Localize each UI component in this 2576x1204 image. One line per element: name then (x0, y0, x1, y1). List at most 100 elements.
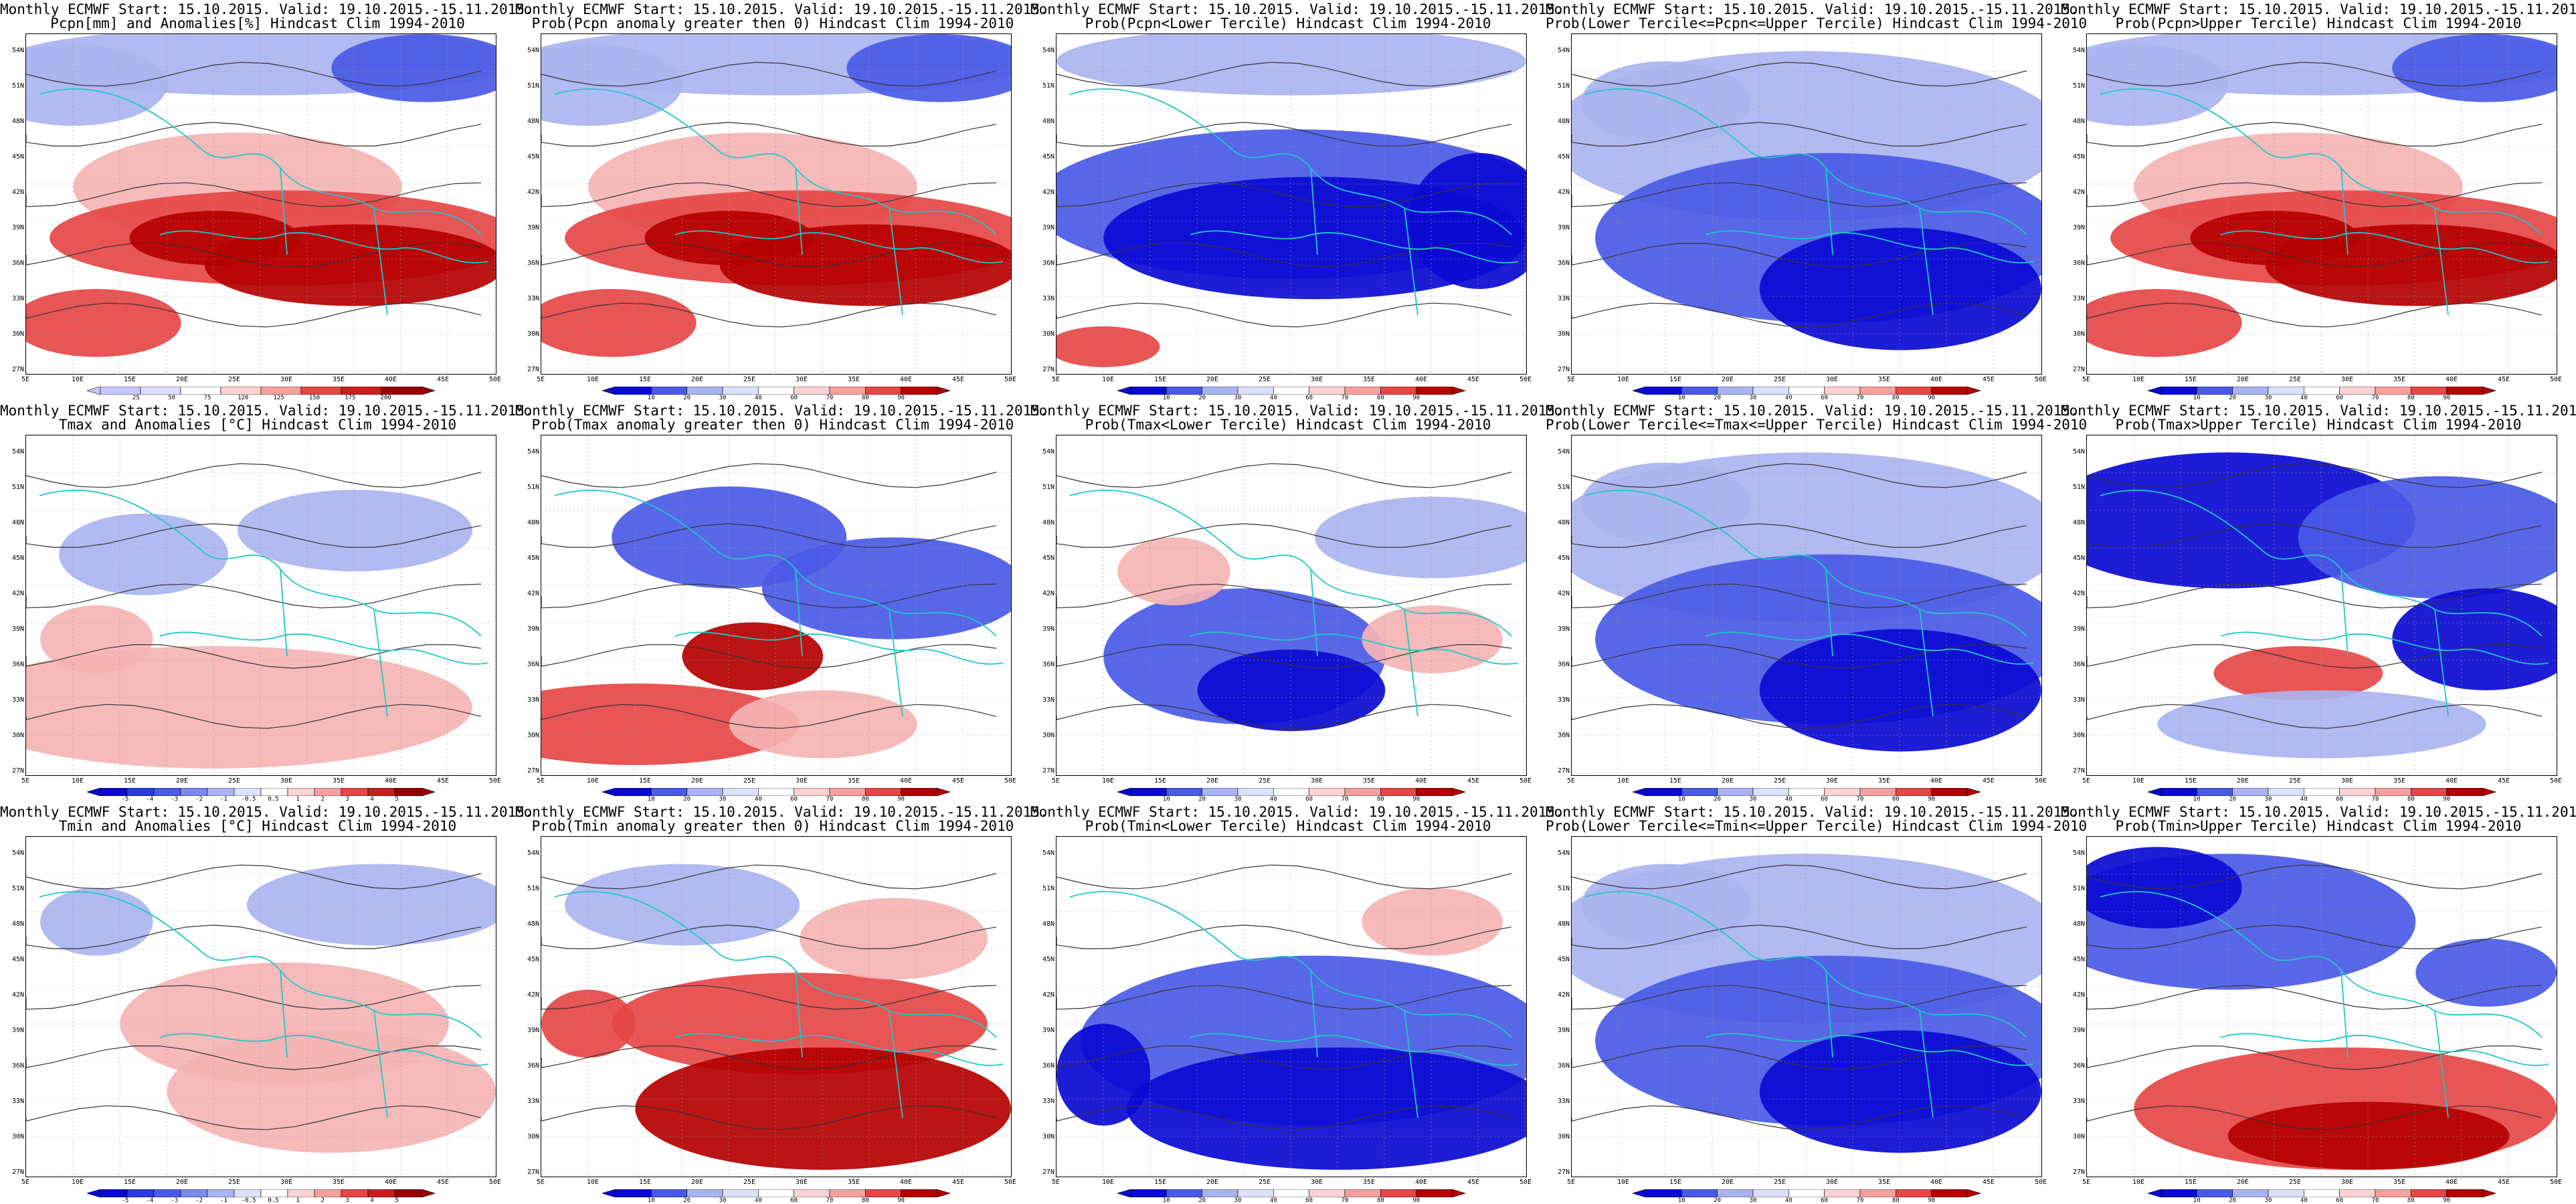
forecast-map (1056, 435, 1527, 776)
latitude-label: 30N (2072, 1133, 2085, 1140)
panel-title-line2: Prob(Lower Tercile<=Pcpn<=Upper Tercile)… (1546, 15, 2088, 31)
longitude-label: 50E (2549, 1179, 2563, 1186)
panel-title-line1: Monthly ECMWF Start: 15.10.2015. Valid: … (2061, 804, 2576, 820)
latitude-label: 27N (1042, 1169, 1054, 1176)
longitude-label: 50E (1004, 376, 1017, 383)
colorbar-tick-label: 10 (2193, 395, 2201, 401)
longitude-label: 15E (1154, 777, 1167, 785)
colorbar-tick-label: 40 (754, 395, 762, 401)
latitude-label: 39N (11, 625, 24, 633)
panel-title-line2: Prob(Tmax anomaly greater then 0) Hindca… (531, 417, 1014, 433)
longitude-label: 10E (586, 777, 600, 785)
map-panel: Monthly ECMWF Start: 15.10.2015. Valid: … (1030, 803, 1564, 1204)
longitude-label: 30E (1825, 777, 1839, 785)
latitude-label: 48N (1042, 519, 1054, 526)
colorbar-tick-label: 70 (1856, 395, 1864, 401)
colorbar (87, 788, 435, 796)
longitude-label: 25E (227, 1179, 241, 1186)
longitude-label: 35E (847, 376, 860, 383)
forecast-map (25, 435, 496, 776)
forecast-map (1571, 33, 2042, 375)
longitude-label: 50E (2549, 777, 2563, 785)
forecast-map (541, 33, 1012, 375)
colorbar-tick-label: 70 (1856, 1197, 1864, 1204)
colorbar-tick-label: 200 (380, 395, 391, 401)
contour-line (1056, 985, 1512, 1010)
contour-line (26, 523, 482, 548)
map-panel: Monthly ECMWF Start: 15.10.2015. Valid: … (0, 803, 533, 1204)
latitude-label: 42N (1557, 590, 1570, 597)
latitude-label: 30N (1042, 732, 1054, 739)
longitude-label: 45E (2497, 376, 2510, 383)
colorbar-labels: 10 20 30 40 60 70 80 90 (1633, 395, 1981, 401)
longitude-label: 35E (1877, 1179, 1891, 1186)
contour-line (26, 924, 482, 949)
colorbar-tick-label: 90 (1412, 796, 1420, 803)
longitude-label: 40E (1414, 376, 1428, 383)
longitude-label: 40E (899, 376, 913, 383)
coastline (2100, 88, 2549, 316)
colorbar-labels: 10 20 30 40 60 70 80 90 (602, 395, 950, 401)
longitude-label: 50E (488, 1179, 502, 1186)
latitude-label: 42N (527, 991, 539, 999)
latitude-label: 42N (1557, 189, 1570, 196)
colorbar-labels: 10 20 30 40 60 70 80 90 (2148, 395, 2496, 401)
colorbar (602, 788, 950, 796)
longitude-label: 20E (175, 1179, 189, 1186)
latitude-label: 36N (11, 260, 24, 267)
longitude-label: 40E (384, 777, 397, 785)
colorbar (1117, 1189, 1465, 1197)
colorbar-tick-label: 10 (1162, 796, 1170, 803)
colorbar-tick-label: 4 (370, 796, 374, 803)
colorbar-tick-label: 20 (683, 796, 691, 803)
contour-line (1572, 985, 2027, 1010)
contour-line (1572, 583, 2027, 609)
longitude-label: 25E (2288, 1179, 2302, 1186)
colorbar-tick-label: 40 (2300, 1197, 2308, 1204)
latitude-label: 51N (11, 885, 24, 892)
colorbar-tick-label: -2 (195, 1197, 203, 1204)
colorbar-tick-label: -5 (121, 1197, 129, 1204)
colorbar-tick-label: 20 (2229, 395, 2237, 401)
colorbar-tick-label: 20 (683, 1197, 691, 1204)
longitude-label: 5E (536, 777, 545, 785)
latitude-label: 54N (11, 47, 24, 54)
longitude-label: 25E (2288, 376, 2302, 383)
longitude-label: 45E (951, 1179, 965, 1186)
colorbar-tick-label: 80 (861, 1197, 869, 1204)
forecast-map (2086, 435, 2557, 776)
colorbar-labels: 10 20 30 40 60 70 80 90 (1117, 796, 1465, 803)
colorbar-tick-label: 10 (2193, 1197, 2201, 1204)
latitude-label: 33N (527, 1098, 539, 1105)
latitude-label: 33N (1042, 295, 1054, 302)
colorbar-tick-label: 2 (320, 1197, 325, 1204)
panel-title-line1: Monthly ECMWF Start: 15.10.2015. Valid: … (1030, 403, 1564, 419)
forecast-map (1056, 836, 1527, 1177)
latitude-label: 39N (2072, 625, 2085, 633)
colorbar (87, 1189, 435, 1197)
latitude-label: 39N (1042, 224, 1054, 231)
latitude-label: 42N (11, 189, 24, 196)
longitude-label: 35E (2393, 1179, 2406, 1186)
latitude-label: 30N (1042, 330, 1054, 338)
contour-line (26, 463, 482, 488)
longitude-label: 35E (332, 1179, 345, 1186)
forecast-map (2086, 33, 2557, 375)
colorbar-tick-label: 90 (897, 1197, 905, 1204)
longitude-label: 15E (2184, 1179, 2197, 1186)
colorbar-tick-label: 4 (370, 1197, 374, 1204)
colorbar-tick-label: 75 (203, 395, 211, 401)
longitude-label: 50E (1519, 376, 1532, 383)
colorbar-tick-label: -0.5 (241, 1197, 256, 1204)
latitude-label: 42N (1042, 590, 1054, 597)
colorbar-tick-label: 10 (647, 1197, 655, 1204)
contour-line (2087, 463, 2543, 488)
longitude-label: 10E (2132, 1179, 2145, 1186)
colorbar-tick-label: 10 (647, 796, 655, 803)
colorbar-tick-label: 90 (897, 395, 905, 401)
latitude-label: 42N (1042, 991, 1054, 999)
latitude-label: 48N (527, 519, 539, 526)
colorbar-tick-label: 60 (1821, 796, 1829, 803)
contour-line (2087, 523, 2543, 548)
longitude-label: 35E (1362, 1179, 1376, 1186)
